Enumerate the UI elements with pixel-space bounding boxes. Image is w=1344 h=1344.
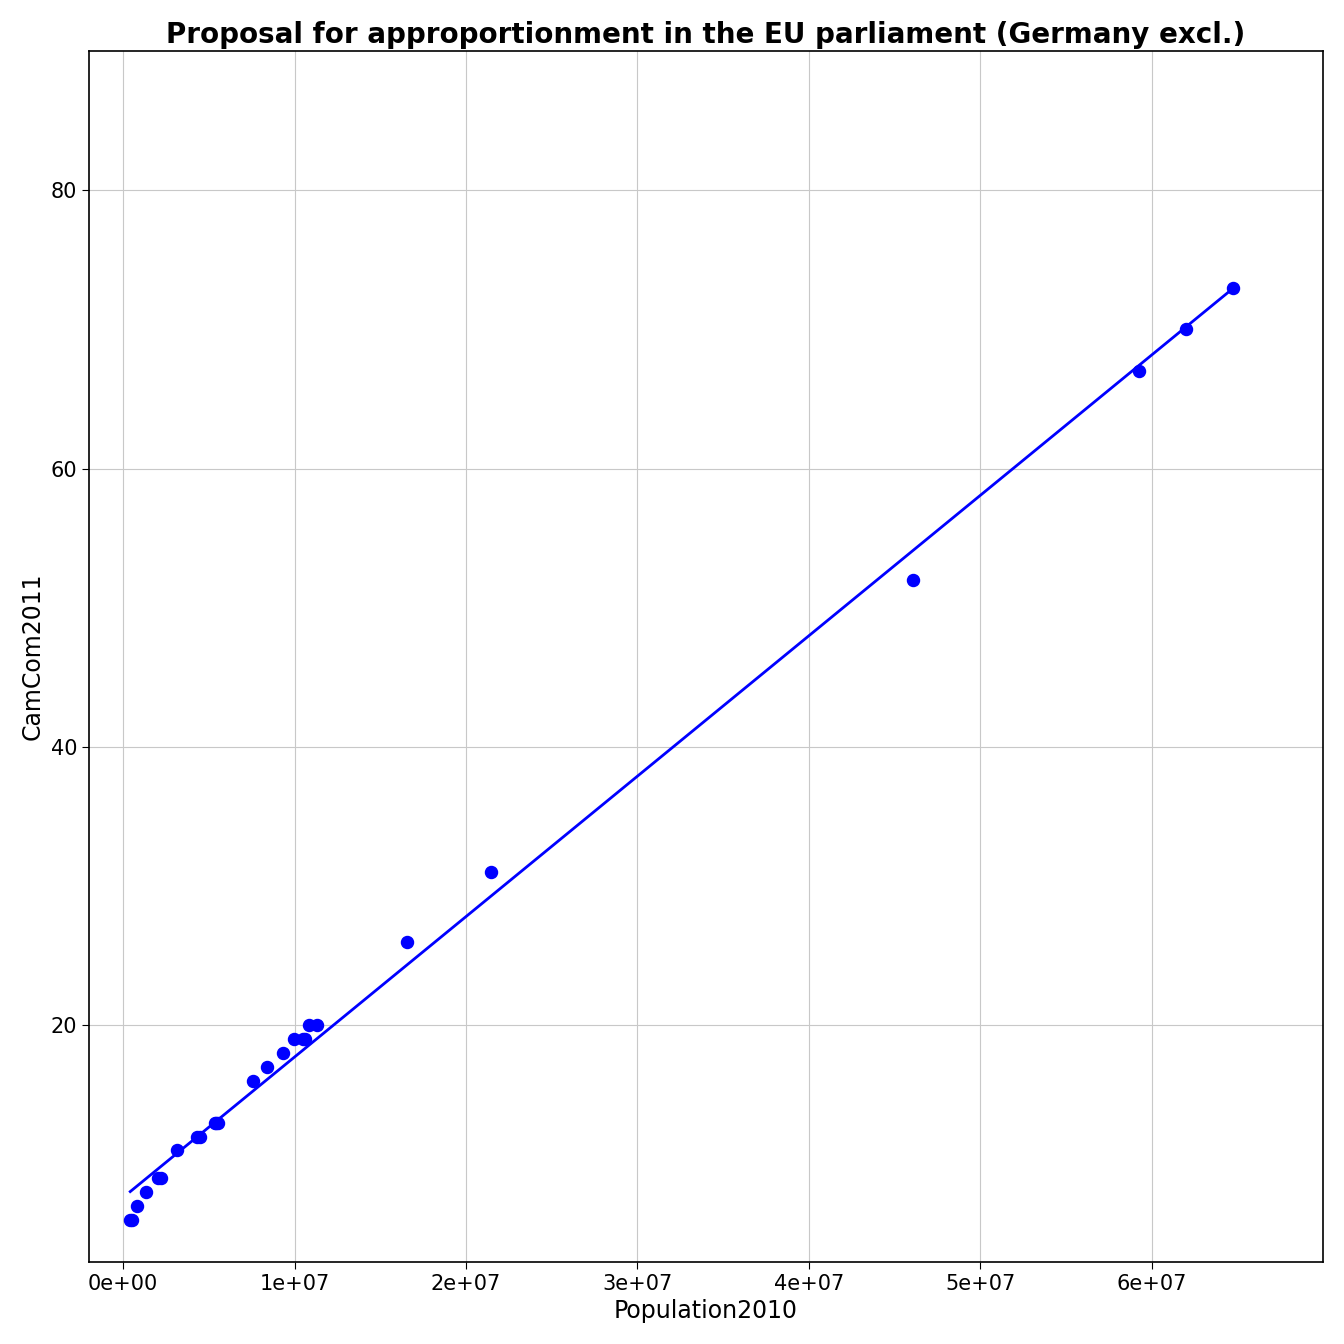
Point <box>294 1028 316 1050</box>
Point <box>255 1056 277 1078</box>
Point <box>1129 360 1150 382</box>
Point <box>298 1015 320 1036</box>
Point <box>242 1070 263 1091</box>
Y-axis label: CamCom2011: CamCom2011 <box>22 573 44 741</box>
Point <box>902 570 923 591</box>
Point <box>148 1168 169 1189</box>
X-axis label: Population2010: Population2010 <box>614 1300 798 1322</box>
Point <box>480 862 501 883</box>
Point <box>396 931 418 953</box>
Point <box>167 1140 188 1161</box>
Point <box>204 1111 226 1133</box>
Point <box>206 1111 227 1133</box>
Point <box>151 1168 172 1189</box>
Point <box>1222 277 1243 298</box>
Point <box>306 1015 328 1036</box>
Point <box>207 1111 228 1133</box>
Point <box>284 1028 305 1050</box>
Point <box>273 1043 294 1064</box>
Point <box>126 1195 148 1216</box>
Point <box>190 1126 211 1148</box>
Point <box>293 1028 314 1050</box>
Point <box>121 1210 142 1231</box>
Point <box>1176 319 1198 340</box>
Point <box>185 1126 207 1148</box>
Title: Proposal for approportionment in the EU parliament (Germany excl.): Proposal for approportionment in the EU … <box>167 22 1246 48</box>
Point <box>136 1181 157 1203</box>
Point <box>120 1210 141 1231</box>
